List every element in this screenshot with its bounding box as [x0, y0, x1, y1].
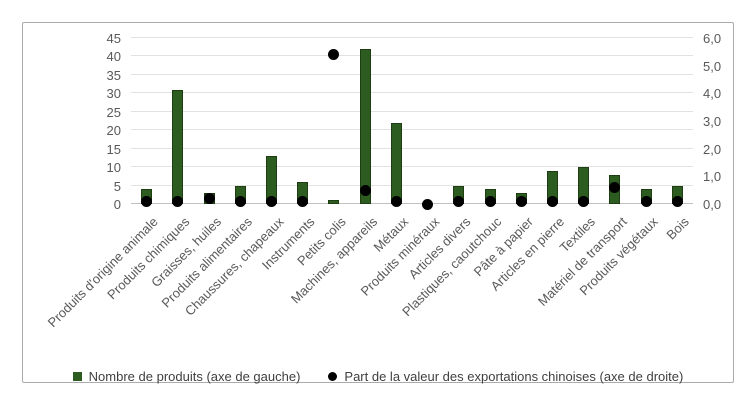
left-axis-tick: 0 [113, 197, 121, 212]
gridline [131, 166, 693, 168]
chart-legend: Nombre de produits (axe de gauche) Part … [23, 369, 733, 384]
left-axis-tick: 5 [113, 178, 121, 194]
legend-label-dots: Part de la valeur des exportations chino… [344, 369, 684, 384]
data-point-4 [266, 195, 277, 207]
data-point-1 [172, 195, 184, 207]
gridline [131, 184, 693, 186]
right-axis-tick: 6,0 [703, 31, 722, 46]
data-point-15 [609, 181, 621, 193]
category-label: Bois [663, 214, 692, 243]
data-point-14 [578, 195, 590, 207]
left-axis-tick: 45 [106, 31, 121, 46]
gridline [131, 92, 693, 94]
data-point-3 [234, 195, 246, 207]
right-axis-tick: 3,0 [703, 114, 722, 129]
data-point-16 [640, 195, 652, 207]
gridline [131, 147, 693, 149]
bar-6 [328, 200, 340, 204]
bar-series-marker-icon [72, 372, 82, 381]
data-point-8 [390, 195, 402, 207]
gridline [131, 73, 693, 75]
plot-area [131, 37, 693, 210]
right-axis-tick: 1,0 [703, 169, 722, 185]
data-point-7 [359, 184, 371, 196]
data-point-11 [484, 195, 496, 207]
left-axis-tick: 30 [106, 86, 121, 102]
left-axis-tick: 15 [106, 141, 121, 157]
dot-series-marker-icon [328, 372, 338, 381]
bar-1 [172, 89, 184, 204]
left-axis-tick: 10 [106, 160, 121, 176]
data-point-10 [453, 195, 465, 207]
right-axis-tick: 2,0 [703, 141, 722, 157]
data-point-0 [141, 195, 153, 207]
left-axis-tick: 40 [106, 49, 121, 65]
bar-8 [390, 122, 402, 204]
data-point-13 [547, 195, 558, 207]
data-point-6 [328, 49, 340, 61]
right-axis-tick: 5,0 [703, 58, 722, 74]
bar-7 [359, 49, 371, 204]
gridline [131, 129, 693, 131]
data-point-5 [297, 195, 309, 207]
gridline [131, 55, 693, 57]
chart-frame: Nombre de produits (axe de gauche) Part … [22, 22, 734, 384]
gridline [131, 110, 693, 112]
data-point-17 [671, 195, 683, 207]
legend-item-bars: Nombre de produits (axe de gauche) [72, 369, 301, 384]
legend-label-bars: Nombre de produits (axe de gauche) [88, 369, 301, 384]
data-point-9 [422, 198, 434, 210]
x-axis-line [131, 203, 693, 204]
data-point-2 [203, 192, 215, 204]
right-axis-tick: 0,0 [703, 197, 722, 212]
left-axis-tick: 25 [106, 104, 121, 120]
gridline [131, 37, 693, 38]
left-axis-tick: 20 [106, 123, 121, 139]
legend-item-dots: Part de la valeur des exportations chino… [328, 369, 683, 384]
right-axis-tick: 4,0 [703, 86, 722, 102]
left-axis-tick: 35 [106, 67, 121, 83]
data-point-12 [515, 195, 527, 207]
